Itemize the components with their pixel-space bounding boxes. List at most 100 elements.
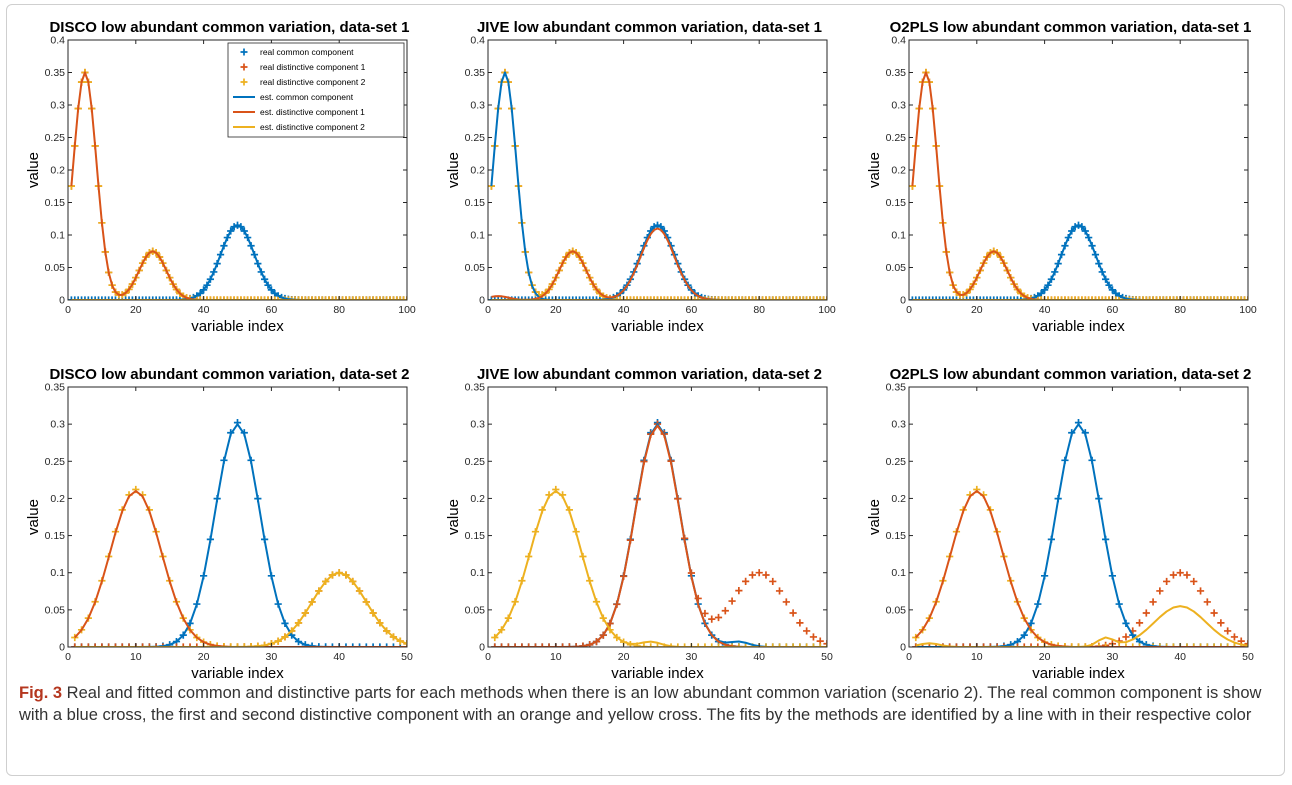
data-point (1241, 296, 1248, 300)
data-point (775, 643, 784, 647)
data-point (1074, 296, 1083, 300)
data-point (816, 296, 824, 300)
x-tick-label: 30 (1107, 651, 1119, 663)
data-point (952, 296, 961, 300)
y-tick-label: 0.1 (50, 567, 65, 579)
data-point (223, 296, 231, 300)
data-point (271, 296, 279, 300)
data-point (677, 296, 685, 300)
x-tick-label: 30 (266, 651, 278, 663)
data-point (918, 296, 927, 300)
chart-title: DISCO low abundant common variation, dat… (49, 19, 409, 36)
data-point (244, 296, 252, 300)
x-tick-label: 10 (130, 651, 142, 663)
data-point (636, 296, 645, 300)
y-tick-label: 0 (900, 642, 906, 654)
data-point (511, 643, 519, 647)
data-point (247, 296, 255, 300)
data-point (1156, 643, 1164, 647)
data-point (145, 296, 153, 300)
chart-svg: JIVE low abundant common variation, data… (445, 19, 836, 335)
data-point (355, 643, 364, 647)
legend-marker-icon (240, 48, 248, 56)
data-point (386, 296, 394, 300)
y-tick-label: 0.2 (470, 493, 485, 505)
data-point (488, 296, 495, 300)
data-point (1210, 296, 1218, 300)
y-tick-label: 0.3 (50, 419, 65, 431)
x-tick-label: 0 (906, 651, 912, 663)
figure-label: Fig. 3 (19, 684, 63, 702)
data-point (1095, 296, 1103, 300)
y-tick-label: 0.2 (891, 493, 906, 505)
data-point (105, 296, 113, 300)
x-tick-label: 40 (198, 304, 210, 316)
x-tick-label: 20 (971, 304, 983, 316)
data-point (342, 296, 350, 300)
data-point (1230, 643, 1239, 647)
y-tick-label: 0.05 (45, 262, 66, 274)
data-point (1169, 643, 1178, 647)
data-point (491, 296, 499, 300)
data-point (755, 569, 763, 577)
data-point (1227, 296, 1235, 300)
data-point (1034, 643, 1042, 647)
data-point (562, 296, 570, 300)
y-tick-label: 0.1 (891, 230, 906, 242)
data-point (993, 643, 1001, 647)
data-point (735, 643, 743, 647)
data-point (809, 643, 818, 647)
y-tick-label: 0.35 (886, 382, 907, 394)
data-point (1210, 643, 1218, 647)
chart-title: JIVE low abundant common variation, data… (477, 366, 822, 383)
data-point (84, 296, 92, 300)
data-point (983, 296, 991, 300)
data-point (990, 296, 998, 300)
data-point (643, 296, 651, 300)
data-point (1135, 643, 1144, 647)
data-point (742, 577, 750, 585)
data-point (142, 296, 150, 300)
data-point (1152, 296, 1161, 300)
chart-panel-2: JIVE low abundant common variation, data… (420, 0, 836, 335)
data-point (809, 296, 818, 300)
data-point (525, 643, 533, 647)
y-tick-label: 0.4 (470, 35, 485, 47)
data-point (728, 597, 736, 605)
data-point (284, 296, 292, 300)
data-point (806, 296, 814, 300)
data-point (762, 296, 770, 300)
x-tick-label: 10 (550, 651, 562, 663)
data-point (1135, 296, 1144, 300)
data-point (1091, 296, 1100, 300)
y-tick-label: 0.15 (465, 197, 486, 209)
data-point (775, 587, 784, 595)
data-point (1122, 643, 1130, 647)
data-point (305, 296, 313, 300)
x-tick-label: 0 (65, 651, 71, 663)
data-point (111, 296, 120, 300)
y-tick-label: 0.05 (886, 604, 907, 616)
x-tick-label: 20 (1039, 651, 1051, 663)
chart-svg: JIVE low abundant common variation, data… (445, 366, 833, 682)
data-point (1146, 296, 1154, 300)
data-point (823, 640, 827, 647)
plot-area (488, 40, 827, 300)
data-point (1085, 296, 1093, 300)
data-point (1237, 296, 1245, 300)
legend-label: real distinctive component 2 (260, 77, 366, 87)
data-point (1129, 643, 1137, 647)
data-point (383, 643, 391, 647)
data-point (338, 296, 347, 300)
y-tick-label: 0.05 (465, 604, 486, 616)
data-point (531, 643, 540, 647)
data-point (298, 296, 306, 300)
legend-label: real distinctive component 1 (260, 62, 366, 72)
data-point (979, 643, 988, 647)
data-point (1169, 571, 1178, 579)
chart-title: O2PLS low abundant common variation, dat… (890, 19, 1252, 36)
legend-marker-icon (240, 78, 248, 86)
y-tick-label: 0 (59, 295, 65, 307)
chart-title: DISCO low abundant common variation, dat… (49, 366, 409, 383)
x-axis-label: variable index (191, 318, 284, 335)
